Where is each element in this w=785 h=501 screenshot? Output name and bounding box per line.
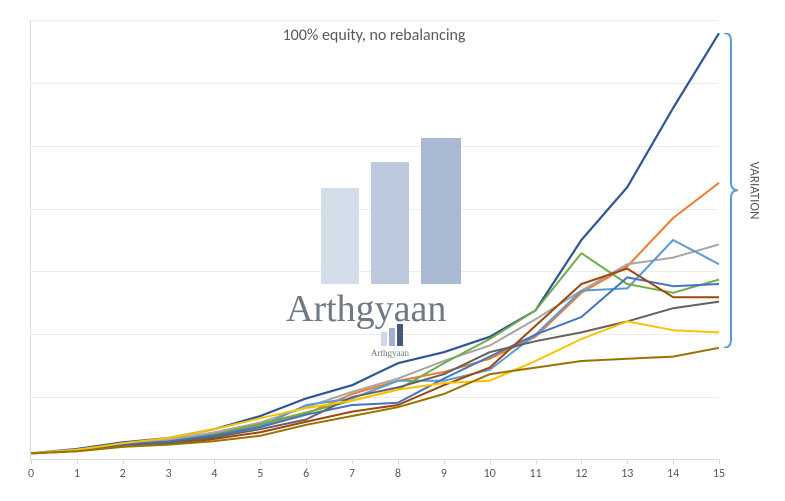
x-tick-label: 12 — [575, 467, 587, 481]
variation-label: VARIATION — [747, 150, 762, 230]
series-line-7 — [31, 302, 719, 454]
plot-area: 0123456789101112131415ArthgyaanArthgyaan — [30, 20, 718, 460]
series-layer — [31, 20, 719, 461]
series-line-9 — [31, 348, 719, 454]
x-tick-label: 2 — [120, 467, 126, 481]
variation-bracket — [724, 33, 742, 348]
x-tick — [719, 459, 720, 464]
x-tick-label: 11 — [529, 467, 541, 481]
x-tick-label: 3 — [166, 467, 172, 481]
series-line-1 — [31, 183, 719, 454]
x-tick-label: 1 — [74, 467, 80, 481]
x-tick-label: 9 — [441, 467, 447, 481]
x-tick-label: 8 — [395, 467, 401, 481]
series-line-4 — [31, 253, 719, 453]
x-tick-label: 7 — [349, 467, 355, 481]
x-tick-label: 15 — [713, 467, 725, 481]
x-tick-label: 5 — [257, 467, 263, 481]
x-tick-label: 10 — [484, 467, 496, 481]
series-line-6 — [31, 269, 719, 454]
x-tick-label: 14 — [667, 467, 679, 481]
x-tick-label: 0 — [28, 467, 34, 481]
x-tick-label: 4 — [211, 467, 217, 481]
x-tick-label: 13 — [621, 467, 633, 481]
series-line-5 — [31, 277, 719, 453]
x-tick-label: 6 — [303, 467, 309, 481]
